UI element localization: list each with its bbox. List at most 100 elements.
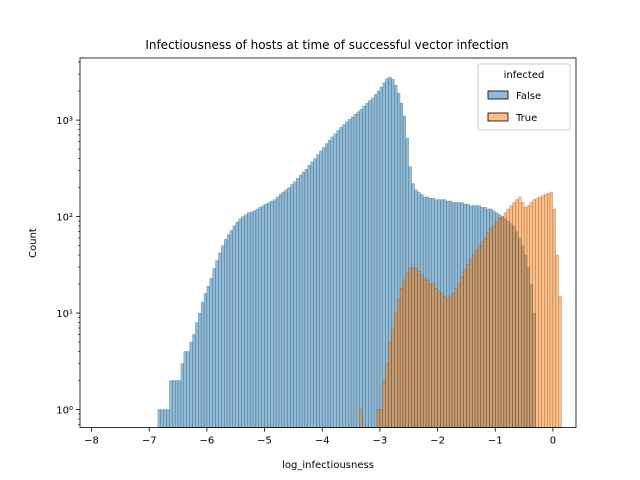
bar-false-49 — [238, 218, 242, 428]
bar-true-141 — [503, 212, 507, 428]
bar-true-155 — [544, 194, 548, 428]
x-axis: −8 −7 −6 −5 −4 −3 −2 −1 0 — [84, 427, 556, 447]
bar-false-73 — [307, 165, 311, 428]
bar-true-154 — [541, 195, 545, 428]
x-tick-label: −1 — [488, 436, 503, 447]
y-axis-title: Count — [28, 228, 39, 258]
bar-false-36 — [200, 301, 205, 428]
bar-false-99 — [382, 82, 386, 428]
bar-true-119 — [440, 293, 444, 428]
bar-false-67 — [290, 184, 294, 428]
bar-true-150 — [529, 202, 533, 428]
bar-true-142 — [506, 208, 510, 428]
bar-true-109 — [411, 266, 415, 428]
bar-false-97 — [376, 90, 381, 428]
bar-true-125 — [457, 283, 461, 428]
bar-true-127 — [463, 269, 467, 428]
bar-false-87 — [347, 119, 352, 428]
bar-true-104 — [397, 298, 401, 428]
bar-true-112 — [420, 274, 424, 428]
bar-true-160 — [558, 295, 562, 428]
bar-false-57 — [261, 205, 265, 428]
bar-false-78 — [322, 147, 326, 428]
bar-false-58 — [264, 203, 268, 428]
x-tick-label: −2 — [430, 436, 445, 447]
bar-false-72 — [304, 168, 309, 428]
bar-false-88 — [350, 116, 355, 428]
bar-false-68 — [293, 181, 297, 428]
bar-true-129 — [469, 259, 473, 428]
bar-true-133 — [480, 241, 484, 428]
bar-true-134 — [483, 237, 487, 428]
bar-false-38 — [206, 285, 210, 428]
bar-false-90 — [356, 111, 360, 428]
bar-false-37 — [203, 293, 208, 428]
bar-false-65 — [284, 189, 288, 428]
bar-true-130 — [471, 254, 476, 428]
bar-true-128 — [466, 264, 470, 428]
bar-false-84 — [339, 127, 343, 428]
bar-false-92 — [362, 105, 366, 428]
bar-false-61 — [273, 199, 277, 428]
bar-true-145 — [515, 199, 519, 428]
bar-true-108 — [408, 268, 412, 428]
bar-false-30 — [183, 351, 187, 428]
bar-true-131 — [474, 249, 479, 428]
bar-false-69 — [296, 177, 300, 428]
bar-false-80 — [327, 139, 332, 428]
bar-true-124 — [454, 288, 458, 428]
bar-true-159 — [555, 254, 559, 428]
bar-false-79 — [324, 143, 329, 428]
bar-false-91 — [359, 108, 363, 428]
bar-true-118 — [437, 290, 441, 428]
bar-true-137 — [492, 225, 496, 428]
bar-true-91 — [359, 409, 363, 428]
bar-true-151 — [532, 199, 536, 428]
bar-true-98 — [379, 409, 383, 428]
bar-false-53 — [249, 211, 254, 428]
bar-false-56 — [258, 207, 262, 428]
bar-true-135 — [486, 232, 490, 428]
bar-true-97 — [376, 409, 381, 428]
bar-true-123 — [451, 293, 456, 428]
bar-false-62 — [275, 196, 280, 428]
x-tick-label: −7 — [142, 436, 157, 447]
bar-true-107 — [405, 272, 409, 428]
x-tick-label: −3 — [373, 436, 388, 447]
bar-false-41 — [215, 260, 219, 428]
bar-false-60 — [270, 200, 274, 428]
bar-true-140 — [500, 216, 505, 428]
bar-true-99 — [382, 380, 386, 428]
bar-false-28 — [177, 380, 182, 428]
bar-false-64 — [281, 191, 285, 428]
bar-false-42 — [218, 252, 222, 428]
bar-false-32 — [189, 341, 193, 428]
bar-true-156 — [546, 192, 551, 428]
bar-false-39 — [209, 277, 213, 428]
bar-true-115 — [428, 283, 433, 428]
bar-false-76 — [316, 154, 320, 428]
bar-true-126 — [460, 276, 464, 428]
bar-false-85 — [342, 124, 346, 428]
bar-true-138 — [495, 221, 499, 428]
x-tick-label: 0 — [550, 436, 556, 447]
legend: infected False True — [477, 63, 571, 131]
bar-false-23 — [163, 409, 167, 428]
bar-false-48 — [235, 221, 239, 428]
bar-true-153 — [538, 196, 542, 428]
x-tick-label: −5 — [257, 436, 272, 447]
bar-false-59 — [267, 202, 271, 428]
bar-true-122 — [448, 295, 453, 428]
bar-true-158 — [552, 208, 557, 428]
bar-true-148 — [523, 207, 528, 428]
bar-false-31 — [186, 351, 190, 428]
legend-title: infected — [504, 70, 545, 81]
bar-false-98 — [379, 86, 383, 428]
bar-true-113 — [422, 277, 427, 428]
bar-true-157 — [549, 191, 554, 428]
plot-frame — [79, 57, 577, 429]
bar-false-50 — [241, 216, 245, 428]
legend-swatch-true — [487, 112, 509, 122]
bar-true-132 — [477, 245, 482, 428]
